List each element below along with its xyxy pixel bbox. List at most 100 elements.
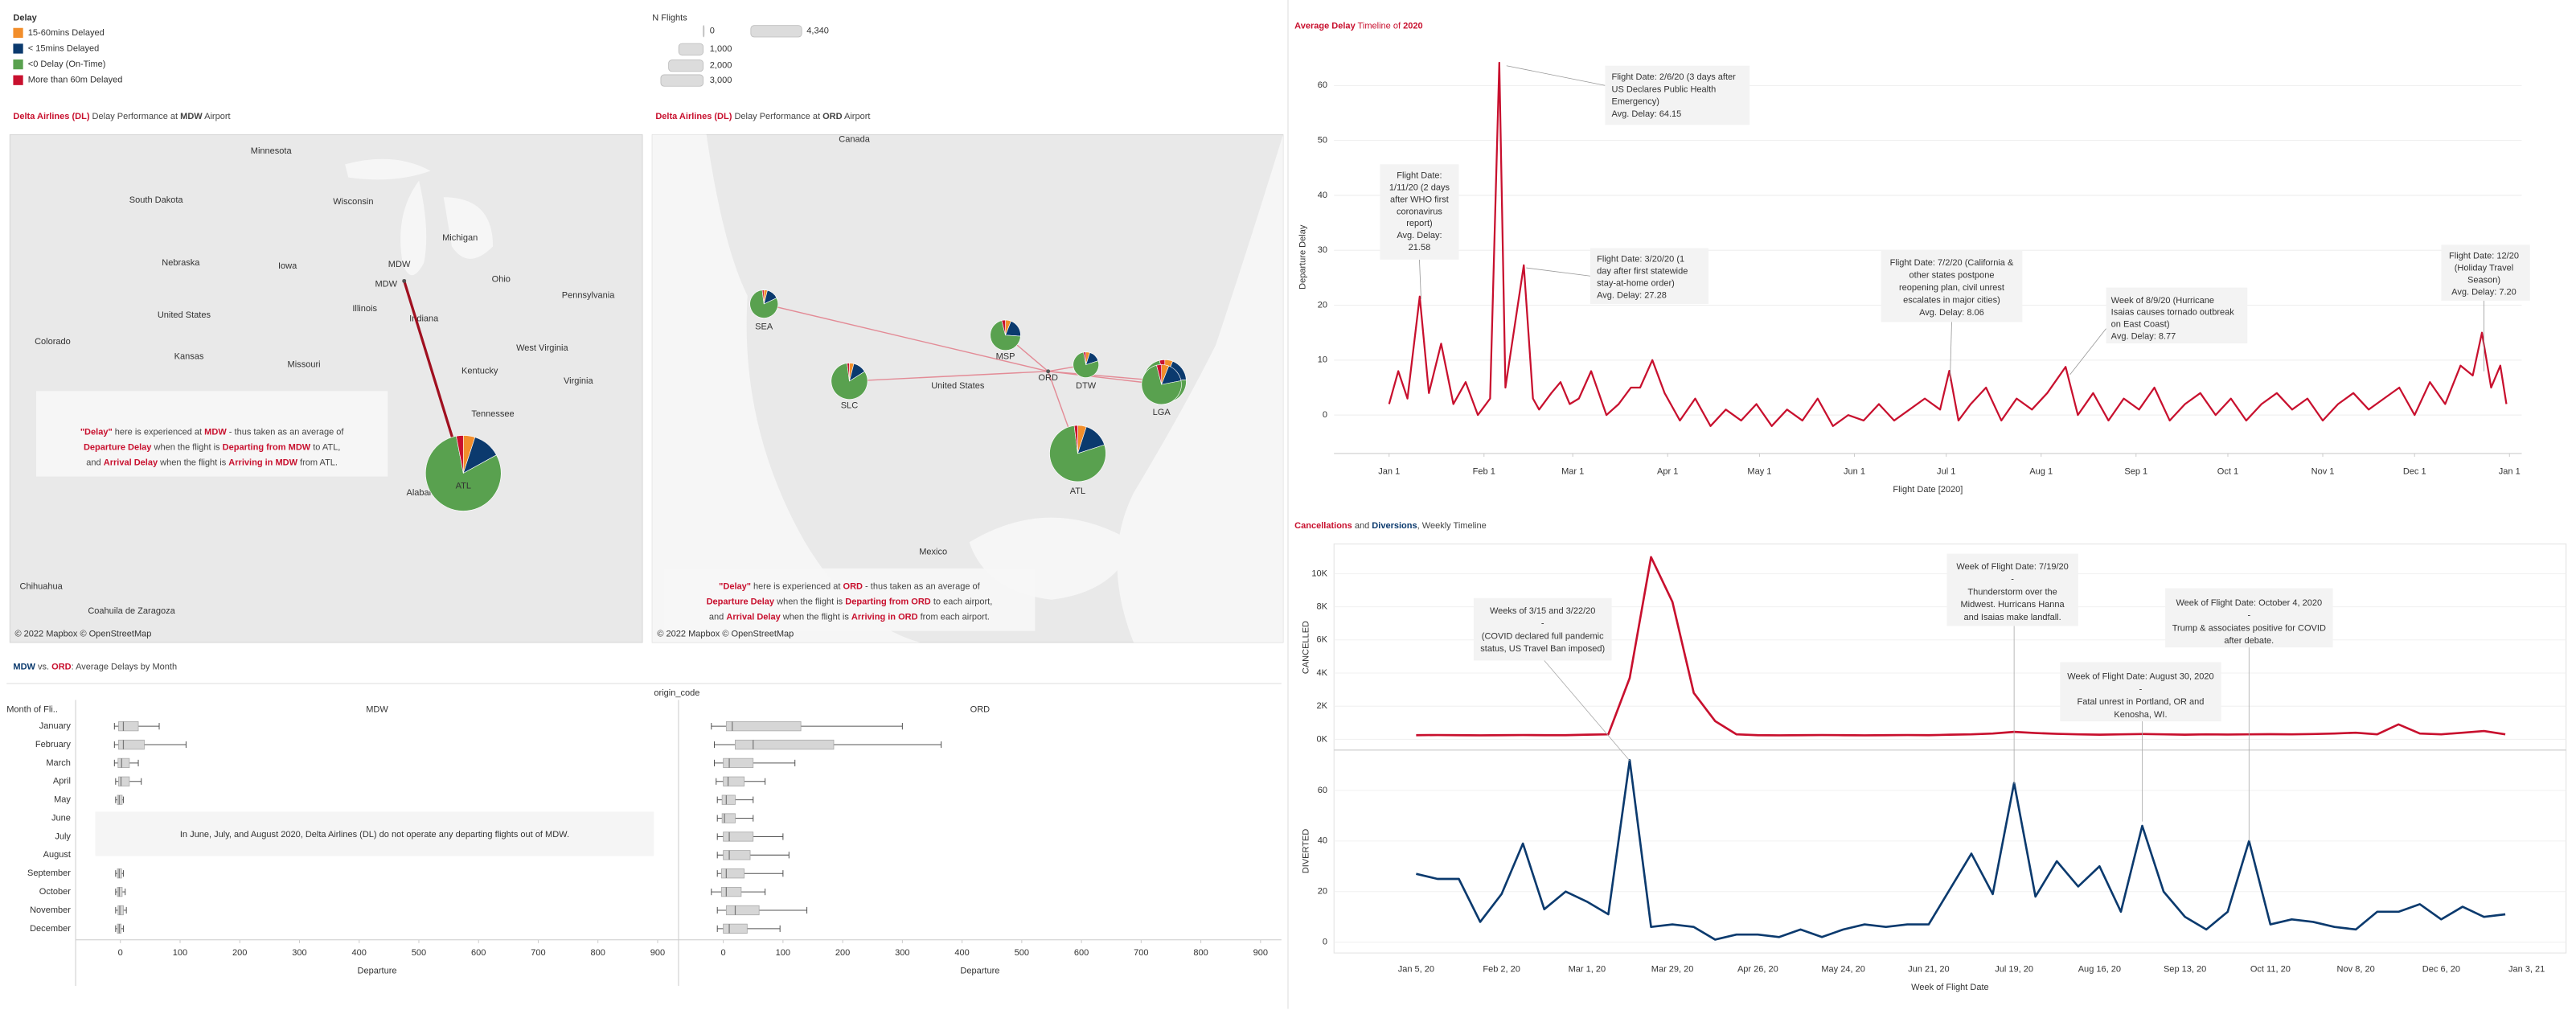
legend-title: Delay [13,13,37,23]
chart-title-part: ORD [51,662,72,671]
map-title-part: Airport [843,112,871,121]
pie [831,363,868,400]
pie [749,289,778,318]
map-note-part: - thus taken as an average of [863,581,981,591]
size-legend-bar [750,25,802,38]
x-axis-title: Flight Date [2020] [1893,485,1963,495]
legend-swatch [13,43,23,54]
x-tick-label: 100 [173,948,187,958]
annotation-text: (Holiday Travel [2455,264,2513,273]
annotation-text: Week of 8/9/20 (Hurricane [2111,296,2214,306]
line [1416,556,2506,737]
box [723,831,754,842]
place-label: Ohio [492,274,511,284]
x-tick-label: Aug 16, 20 [2078,964,2121,974]
map-title-part: MDW [180,112,203,121]
facet-header: MDW [366,705,388,715]
size-legend-label: 4,340 [806,27,829,36]
chart-title-part: and [1352,521,1372,531]
map-note-part: Departing from ORD [845,597,931,606]
x-tick-label: 400 [352,948,367,958]
x-tick-label: 100 [776,948,790,958]
map-attribution: © 2022 Mapbox © OpenStreetMap [657,630,794,639]
place-label: Pennsylvania [562,291,615,301]
facet-label: origin_code [654,688,699,698]
map-note-part: here is experienced at [113,427,205,437]
y-tick-label: 60 [1318,786,1327,795]
chart-title: Cancellations and Diversions, Weekly Tim… [1294,521,1487,531]
annotation-text: Week of Flight Date: August 30, 2020 [2067,672,2213,682]
map-note: "Delay" here is experienced at ORD - thu… [719,581,981,591]
map-note-part: Departure Delay [707,597,775,606]
row-label: March [46,758,71,768]
y-tick-label: 0K [1317,734,1328,744]
annotation-text: after debate. [2224,636,2274,646]
map-title: Delta Airlines (DL) Delay Performance at… [13,112,230,121]
map-title-part: Delay Performance at [732,112,822,121]
x-tick-label: Nov 8, 20 [2337,964,2375,974]
hub-label: MDW [375,279,397,289]
place-label: Virginia [564,376,593,386]
chart-title: MDW vs. ORD: Average Delays by Month [13,662,177,671]
annotation-text: Avg. Delay: 7.20 [2451,287,2517,297]
pie [1073,351,1099,378]
map-note-part: from each airport. [918,612,990,622]
box [118,739,145,750]
y-tick-label: 6K [1317,635,1328,645]
box [117,886,123,897]
plot-frame [1333,543,2567,954]
x-tick-label: Jul 1 [1937,466,1955,476]
y-tick-label: 20 [1318,300,1327,310]
annotation-box [1946,553,2078,626]
map-note-part: ORD [843,581,863,591]
map-note-part: - thus taken as an average of [227,427,345,437]
annotation-text: Flight Date: 12/20 [2449,252,2519,261]
box [723,776,745,786]
row-label: August [43,850,71,860]
chart-title-part: 2020 [1403,22,1423,31]
annotation-text: day after first statewide [1597,267,1688,277]
chart-title-part: MDW [13,662,35,671]
map-note-part: Arriving in MDW [228,458,297,467]
annotation-text: Flight Date: 2/6/20 (3 days after [1612,72,1737,82]
place-label: Minnesota [251,146,293,156]
note-text: In June, July, and August 2020, Delta Ai… [180,830,569,840]
map-note-part: from ATL. [297,458,338,467]
x-tick-label: 500 [412,948,426,958]
x-tick-label: Jan 1 [2499,466,2521,476]
ocean [1117,134,1283,643]
row-label: November [30,905,71,915]
y-tick-label: 4K [1317,668,1328,678]
pie-slice [847,363,850,382]
x-tick-label: Apr 1 [1657,466,1678,476]
x-tick-label: Jan 5, 20 [1398,964,1434,974]
size-legend-label: 1,000 [710,44,732,54]
hub-label: MDW [388,260,411,269]
map-title-part: Airport [203,112,231,121]
place-label: Kentucky [461,367,498,376]
annotation-box [1380,164,1459,260]
box [117,794,123,805]
x-tick-label: Sep 1 [2124,466,2147,476]
ocean [652,134,921,643]
place-label: Mexico [919,547,947,556]
size-legend-label: 0 [710,27,715,36]
airport-label: DTW [1076,381,1097,391]
pie [990,319,1021,351]
row-label: December [30,924,71,934]
box [723,923,748,934]
x-tick-label: 300 [292,948,306,958]
map-note-part: Arriving in ORD [851,612,918,622]
box [725,905,760,916]
annotation-box [1473,597,1612,661]
map-note: Departure Delay when the flight is Depar… [84,442,340,452]
y-tick-label: 50 [1318,136,1327,146]
annotation-text: Emergency) [1612,97,1659,107]
annotation-connector [2069,328,2106,376]
note-box [36,391,388,477]
note-box [95,811,654,856]
legend-label: <0 Delay (On-Time) [28,60,106,69]
x-tick-label: Dec 6, 20 [2422,964,2460,974]
x-tick-label: Jan 1 [1378,466,1400,476]
